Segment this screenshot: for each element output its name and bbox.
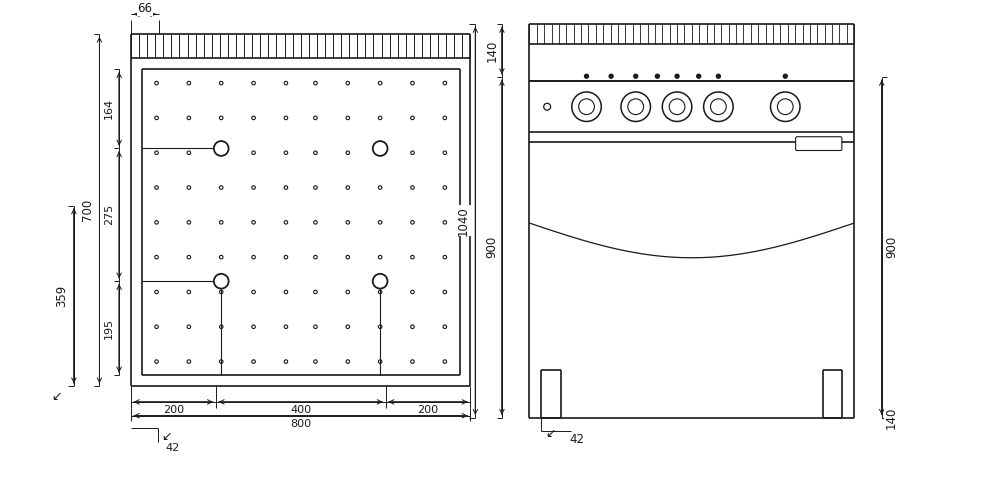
Circle shape [571, 92, 601, 122]
Text: 140: 140 [885, 407, 898, 429]
Text: 195: 195 [104, 318, 114, 339]
Text: ↙: ↙ [162, 430, 172, 443]
Circle shape [676, 74, 679, 78]
Text: 800: 800 [290, 419, 311, 428]
FancyBboxPatch shape [796, 137, 842, 151]
Circle shape [716, 74, 720, 78]
Circle shape [214, 274, 228, 289]
Circle shape [771, 92, 801, 122]
Circle shape [656, 74, 660, 78]
Circle shape [609, 74, 613, 78]
Circle shape [373, 274, 388, 289]
Circle shape [703, 92, 733, 122]
Text: 42: 42 [165, 443, 180, 453]
Text: 164: 164 [104, 99, 114, 119]
Text: 200: 200 [163, 405, 184, 415]
Circle shape [621, 92, 651, 122]
Text: 359: 359 [56, 284, 68, 307]
Text: 200: 200 [418, 405, 438, 415]
Text: ↙: ↙ [51, 389, 62, 402]
Text: 42: 42 [569, 433, 584, 446]
Text: 900: 900 [885, 236, 898, 258]
Circle shape [584, 74, 588, 78]
Text: 1040: 1040 [457, 206, 470, 236]
Circle shape [784, 74, 788, 78]
Circle shape [663, 92, 691, 122]
Text: 900: 900 [485, 236, 499, 258]
Text: ↙: ↙ [546, 427, 556, 440]
Circle shape [634, 74, 638, 78]
Text: 66: 66 [138, 2, 153, 15]
Text: 400: 400 [290, 405, 311, 415]
Text: 275: 275 [104, 204, 114, 226]
Text: 140: 140 [485, 40, 499, 62]
Circle shape [373, 141, 388, 156]
Circle shape [696, 74, 700, 78]
Text: 700: 700 [81, 199, 94, 221]
Circle shape [214, 141, 228, 156]
